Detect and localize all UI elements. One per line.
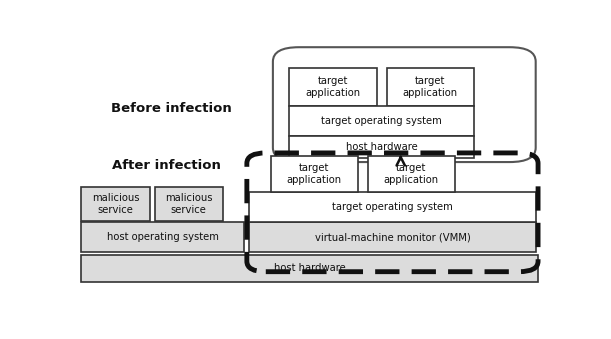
Text: Before infection: Before infection	[111, 102, 232, 115]
Text: target
application: target application	[287, 163, 342, 185]
Text: malicious
service: malicious service	[92, 193, 139, 215]
Bar	[387, 68, 474, 106]
Bar	[290, 106, 474, 136]
Bar	[290, 136, 474, 158]
Bar	[249, 192, 536, 222]
Bar	[249, 222, 536, 252]
Text: target
application: target application	[306, 76, 361, 98]
Bar	[271, 156, 358, 192]
Text: host operating system: host operating system	[107, 232, 219, 242]
Text: host hardware: host hardware	[346, 142, 418, 152]
Bar	[368, 156, 455, 192]
Text: target operating system: target operating system	[321, 116, 442, 126]
Bar	[81, 222, 244, 252]
Bar	[81, 187, 150, 221]
Text: target operating system: target operating system	[332, 202, 453, 212]
Text: host hardware: host hardware	[274, 263, 345, 274]
Bar	[81, 255, 538, 282]
FancyBboxPatch shape	[273, 47, 536, 162]
Text: After infection: After infection	[112, 159, 221, 173]
Bar	[155, 187, 223, 221]
Text: target
application: target application	[403, 76, 458, 98]
Text: malicious
service: malicious service	[165, 193, 213, 215]
Bar	[290, 68, 377, 106]
Text: virtual-machine monitor (VMM): virtual-machine monitor (VMM)	[315, 232, 470, 242]
Text: target
application: target application	[384, 163, 439, 185]
